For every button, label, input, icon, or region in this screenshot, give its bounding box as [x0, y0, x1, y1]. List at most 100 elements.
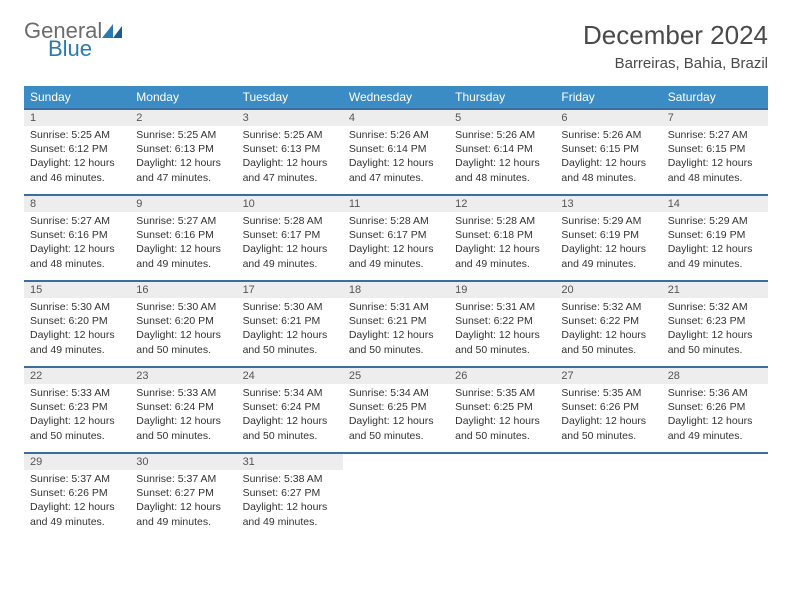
daylight-line: Daylight: 12 hours and 50 minutes.	[243, 414, 337, 442]
sunrise-line: Sunrise: 5:26 AM	[349, 128, 443, 142]
sunset-line: Sunset: 6:27 PM	[136, 486, 230, 500]
sunset-line: Sunset: 6:23 PM	[668, 314, 762, 328]
day-number: 25	[343, 368, 449, 384]
daylight-line: Daylight: 12 hours and 50 minutes.	[136, 328, 230, 356]
daylight-line: Daylight: 12 hours and 50 minutes.	[243, 328, 337, 356]
day-number: 8	[24, 196, 130, 212]
calendar-cell: 28Sunrise: 5:36 AMSunset: 6:26 PMDayligh…	[662, 367, 768, 453]
calendar-week: 1Sunrise: 5:25 AMSunset: 6:12 PMDaylight…	[24, 109, 768, 195]
sunrise-line: Sunrise: 5:30 AM	[243, 300, 337, 314]
sunset-line: Sunset: 6:26 PM	[668, 400, 762, 414]
sunrise-line: Sunrise: 5:25 AM	[136, 128, 230, 142]
day-number: 2	[130, 110, 236, 126]
day-number: 18	[343, 282, 449, 298]
sunset-line: Sunset: 6:23 PM	[30, 400, 124, 414]
sunset-line: Sunset: 6:24 PM	[243, 400, 337, 414]
day-details: Sunrise: 5:32 AMSunset: 6:23 PMDaylight:…	[662, 298, 768, 363]
daylight-line: Daylight: 12 hours and 50 minutes.	[455, 414, 549, 442]
daylight-line: Daylight: 12 hours and 49 minutes.	[668, 414, 762, 442]
sunset-line: Sunset: 6:14 PM	[455, 142, 549, 156]
calendar-cell-empty	[662, 453, 768, 539]
day-details: Sunrise: 5:25 AMSunset: 6:13 PMDaylight:…	[130, 126, 236, 191]
day-details: Sunrise: 5:33 AMSunset: 6:23 PMDaylight:…	[24, 384, 130, 449]
sunset-line: Sunset: 6:26 PM	[30, 486, 124, 500]
daylight-line: Daylight: 12 hours and 47 minutes.	[243, 156, 337, 184]
sunrise-line: Sunrise: 5:33 AM	[30, 386, 124, 400]
sunset-line: Sunset: 6:18 PM	[455, 228, 549, 242]
sunrise-line: Sunrise: 5:34 AM	[243, 386, 337, 400]
sunrise-line: Sunrise: 5:32 AM	[561, 300, 655, 314]
sunrise-line: Sunrise: 5:26 AM	[561, 128, 655, 142]
calendar-cell: 8Sunrise: 5:27 AMSunset: 6:16 PMDaylight…	[24, 195, 130, 281]
sunrise-line: Sunrise: 5:37 AM	[136, 472, 230, 486]
calendar-cell: 14Sunrise: 5:29 AMSunset: 6:19 PMDayligh…	[662, 195, 768, 281]
sunrise-line: Sunrise: 5:28 AM	[455, 214, 549, 228]
day-details: Sunrise: 5:32 AMSunset: 6:22 PMDaylight:…	[555, 298, 661, 363]
sunrise-line: Sunrise: 5:27 AM	[136, 214, 230, 228]
calendar-cell: 17Sunrise: 5:30 AMSunset: 6:21 PMDayligh…	[237, 281, 343, 367]
daylight-line: Daylight: 12 hours and 50 minutes.	[561, 328, 655, 356]
day-details: Sunrise: 5:26 AMSunset: 6:14 PMDaylight:…	[449, 126, 555, 191]
daylight-line: Daylight: 12 hours and 49 minutes.	[243, 242, 337, 270]
sunrise-line: Sunrise: 5:30 AM	[136, 300, 230, 314]
sunset-line: Sunset: 6:16 PM	[136, 228, 230, 242]
sunset-line: Sunset: 6:17 PM	[243, 228, 337, 242]
day-details: Sunrise: 5:37 AMSunset: 6:26 PMDaylight:…	[24, 470, 130, 535]
day-details: Sunrise: 5:30 AMSunset: 6:21 PMDaylight:…	[237, 298, 343, 363]
sunset-line: Sunset: 6:27 PM	[243, 486, 337, 500]
sunset-line: Sunset: 6:15 PM	[561, 142, 655, 156]
sunset-line: Sunset: 6:20 PM	[30, 314, 124, 328]
sunset-line: Sunset: 6:19 PM	[668, 228, 762, 242]
sunset-line: Sunset: 6:12 PM	[30, 142, 124, 156]
day-number: 9	[130, 196, 236, 212]
day-header: Wednesday	[343, 86, 449, 109]
day-details: Sunrise: 5:31 AMSunset: 6:22 PMDaylight:…	[449, 298, 555, 363]
calendar-cell: 25Sunrise: 5:34 AMSunset: 6:25 PMDayligh…	[343, 367, 449, 453]
calendar-week: 15Sunrise: 5:30 AMSunset: 6:20 PMDayligh…	[24, 281, 768, 367]
location-text: Barreiras, Bahia, Brazil	[583, 55, 768, 72]
daylight-line: Daylight: 12 hours and 50 minutes.	[136, 414, 230, 442]
calendar-cell: 7Sunrise: 5:27 AMSunset: 6:15 PMDaylight…	[662, 109, 768, 195]
day-details: Sunrise: 5:29 AMSunset: 6:19 PMDaylight:…	[662, 212, 768, 277]
calendar-cell: 18Sunrise: 5:31 AMSunset: 6:21 PMDayligh…	[343, 281, 449, 367]
day-details: Sunrise: 5:28 AMSunset: 6:17 PMDaylight:…	[237, 212, 343, 277]
calendar-cell: 6Sunrise: 5:26 AMSunset: 6:15 PMDaylight…	[555, 109, 661, 195]
daylight-line: Daylight: 12 hours and 50 minutes.	[561, 414, 655, 442]
day-number: 4	[343, 110, 449, 126]
day-header: Sunday	[24, 86, 130, 109]
day-details: Sunrise: 5:25 AMSunset: 6:13 PMDaylight:…	[237, 126, 343, 191]
day-number: 28	[662, 368, 768, 384]
daylight-line: Daylight: 12 hours and 48 minutes.	[30, 242, 124, 270]
calendar-body: 1Sunrise: 5:25 AMSunset: 6:12 PMDaylight…	[24, 109, 768, 539]
sunrise-line: Sunrise: 5:35 AM	[561, 386, 655, 400]
day-number: 30	[130, 454, 236, 470]
daylight-line: Daylight: 12 hours and 50 minutes.	[455, 328, 549, 356]
calendar-week: 29Sunrise: 5:37 AMSunset: 6:26 PMDayligh…	[24, 453, 768, 539]
sunrise-line: Sunrise: 5:35 AM	[455, 386, 549, 400]
day-header: Thursday	[449, 86, 555, 109]
calendar-cell: 2Sunrise: 5:25 AMSunset: 6:13 PMDaylight…	[130, 109, 236, 195]
calendar-cell: 22Sunrise: 5:33 AMSunset: 6:23 PMDayligh…	[24, 367, 130, 453]
day-details: Sunrise: 5:26 AMSunset: 6:14 PMDaylight:…	[343, 126, 449, 191]
calendar-cell: 16Sunrise: 5:30 AMSunset: 6:20 PMDayligh…	[130, 281, 236, 367]
calendar-cell: 26Sunrise: 5:35 AMSunset: 6:25 PMDayligh…	[449, 367, 555, 453]
calendar-cell: 24Sunrise: 5:34 AMSunset: 6:24 PMDayligh…	[237, 367, 343, 453]
sunset-line: Sunset: 6:25 PM	[455, 400, 549, 414]
calendar-cell: 10Sunrise: 5:28 AMSunset: 6:17 PMDayligh…	[237, 195, 343, 281]
calendar-cell: 15Sunrise: 5:30 AMSunset: 6:20 PMDayligh…	[24, 281, 130, 367]
sunset-line: Sunset: 6:17 PM	[349, 228, 443, 242]
day-details: Sunrise: 5:26 AMSunset: 6:15 PMDaylight:…	[555, 126, 661, 191]
calendar-cell: 13Sunrise: 5:29 AMSunset: 6:19 PMDayligh…	[555, 195, 661, 281]
day-details: Sunrise: 5:30 AMSunset: 6:20 PMDaylight:…	[130, 298, 236, 363]
daylight-line: Daylight: 12 hours and 48 minutes.	[668, 156, 762, 184]
day-details: Sunrise: 5:27 AMSunset: 6:15 PMDaylight:…	[662, 126, 768, 191]
day-number: 22	[24, 368, 130, 384]
calendar-table: SundayMondayTuesdayWednesdayThursdayFrid…	[24, 86, 768, 539]
day-details: Sunrise: 5:29 AMSunset: 6:19 PMDaylight:…	[555, 212, 661, 277]
day-number: 29	[24, 454, 130, 470]
calendar-cell: 19Sunrise: 5:31 AMSunset: 6:22 PMDayligh…	[449, 281, 555, 367]
sunrise-line: Sunrise: 5:31 AM	[455, 300, 549, 314]
daylight-line: Daylight: 12 hours and 47 minutes.	[136, 156, 230, 184]
daylight-line: Daylight: 12 hours and 49 minutes.	[30, 328, 124, 356]
sunrise-line: Sunrise: 5:28 AM	[349, 214, 443, 228]
